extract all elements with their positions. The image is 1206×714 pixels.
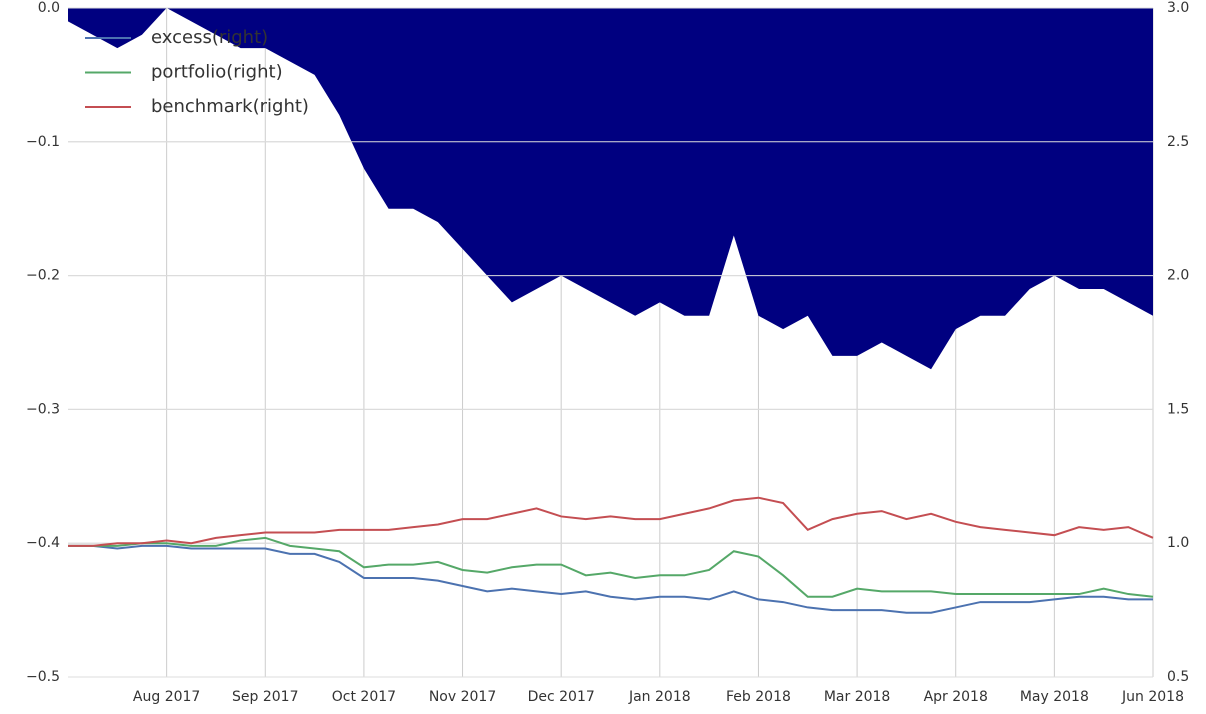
y2-tick-label: 0.5 [1167, 669, 1189, 685]
x-tick-label: Sep 2017 [232, 689, 298, 705]
line [68, 536, 1154, 598]
x-tick-label: Nov 2017 [429, 689, 496, 705]
x-tick-label: Mar 2018 [824, 689, 891, 705]
legend-label: excess(right) [151, 27, 268, 48]
x-tick-label: Apr 2018 [924, 689, 988, 705]
legend-label: benchmark(right) [151, 96, 309, 117]
line [68, 544, 1153, 614]
y-tick-label: −0.3 [26, 401, 60, 417]
x-tick-label: Feb 2018 [726, 689, 791, 705]
x-tick-label: Aug 2017 [133, 689, 200, 705]
x-tick-label: Dec 2017 [528, 689, 595, 705]
y2-tick-label: 1.5 [1167, 401, 1189, 417]
x-tick-label: Oct 2017 [332, 689, 396, 705]
x-tick-label: May 2018 [1020, 689, 1089, 705]
y-tick-label: −0.5 [26, 669, 60, 685]
legend: excess(right) portfolio(right) benchmark(r… [85, 27, 309, 117]
x-tick-label: Jun 2018 [1121, 689, 1184, 705]
y-tick-label: 0.0 [38, 0, 60, 16]
y-tick-label: −0.1 [26, 134, 60, 150]
line [68, 496, 1154, 547]
y-tick-label: −0.4 [26, 535, 60, 551]
y2-tick-label: 2.5 [1167, 134, 1189, 150]
y2-tick-label: 1.0 [1167, 535, 1189, 551]
y-tick-label: −0.2 [26, 268, 60, 284]
area [68, 8, 1153, 370]
x-tick-label: Jan 2018 [628, 689, 691, 705]
legend-label: portfolio(right) [151, 62, 283, 83]
y2-tick-label: 3.0 [1167, 0, 1189, 16]
y2-tick-label: 2.0 [1167, 268, 1189, 284]
